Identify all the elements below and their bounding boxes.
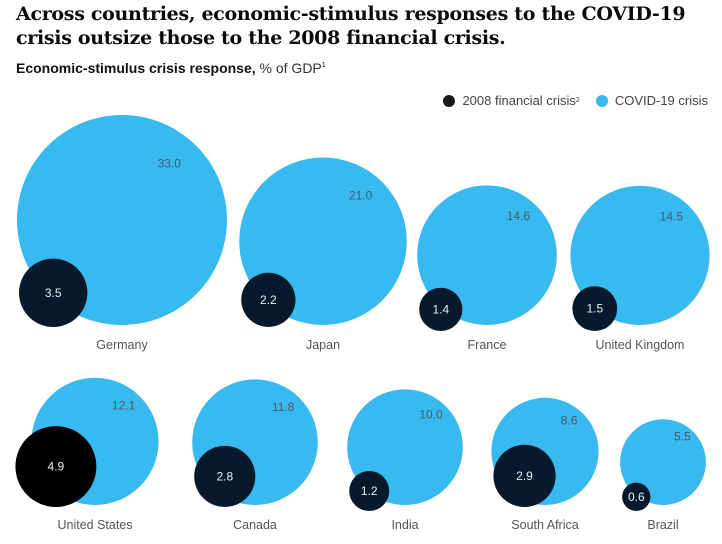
country-label-germany: Germany bbox=[96, 338, 148, 352]
crisis-2008-value-label-south-africa: 2.9 bbox=[516, 469, 533, 483]
covid-value-label-germany: 33.0 bbox=[158, 157, 182, 171]
chart-title: Across countries, economic-stimulus resp… bbox=[16, 3, 686, 49]
crisis-2008-bubble-south-africa bbox=[493, 444, 556, 507]
crisis-2008-value-label-united-kingdom: 1.5 bbox=[586, 302, 603, 316]
country-label-india: India bbox=[391, 518, 418, 532]
crisis-2008-bubble-france bbox=[419, 287, 463, 331]
covid-value-label-france: 14.6 bbox=[507, 209, 531, 223]
crisis-2008-value-label-france: 1.4 bbox=[432, 302, 449, 316]
crisis-2008-bubble-germany bbox=[19, 258, 88, 328]
legend-dot-covid-icon bbox=[595, 94, 608, 107]
crisis-2008-value-label-canada: 2.8 bbox=[216, 469, 233, 483]
country-label-japan: Japan bbox=[306, 338, 340, 352]
subtitle-footnote: 1 bbox=[321, 62, 326, 69]
legend-footnote-2008: 2 bbox=[575, 97, 580, 104]
crisis-2008-value-label-united-states: 4.9 bbox=[48, 460, 65, 474]
crisis-2008-value-label-japan: 2.2 bbox=[260, 293, 277, 307]
subtitle-unit: % of GDP bbox=[259, 60, 322, 76]
legend-dot-2008-icon bbox=[443, 94, 456, 107]
crisis-2008-value-label-brazil: 0.6 bbox=[628, 490, 645, 504]
country-label-canada: Canada bbox=[233, 518, 277, 532]
covid-value-label-brazil: 5.5 bbox=[674, 430, 691, 444]
covid-value-label-united-states: 12.1 bbox=[112, 399, 136, 413]
country-label-france: France bbox=[468, 338, 507, 352]
legend: 2008 financial crisis 2 COVID-19 crisis bbox=[427, 93, 708, 108]
crisis-2008-bubble-united-states bbox=[15, 426, 97, 507]
covid-value-label-india: 10.0 bbox=[419, 407, 443, 421]
country-label-brazil: Brazil bbox=[647, 518, 678, 532]
subtitle-bold: Economic-stimulus crisis response, bbox=[16, 60, 256, 76]
country-label-united-kingdom: United Kingdom bbox=[596, 338, 685, 352]
legend-item-covid: COVID-19 crisis bbox=[595, 93, 708, 108]
covid-value-label-united-kingdom: 14.5 bbox=[660, 210, 684, 224]
crisis-2008-value-label-germany: 3.5 bbox=[45, 286, 62, 300]
country-label-united-states: United States bbox=[57, 518, 132, 532]
legend-label-2008: 2008 financial crisis bbox=[462, 93, 576, 108]
country-label-south-africa: South Africa bbox=[511, 518, 578, 532]
chart-subtitle: Economic-stimulus crisis response, % of … bbox=[16, 60, 326, 76]
legend-item-2008: 2008 financial crisis 2 bbox=[443, 93, 580, 108]
crisis-2008-value-label-india: 1.2 bbox=[361, 484, 378, 498]
covid-bubble-brazil bbox=[620, 419, 706, 506]
covid-bubble-france bbox=[417, 185, 557, 325]
covid-value-label-south-africa: 8.6 bbox=[561, 414, 578, 428]
legend-label-covid: COVID-19 crisis bbox=[614, 93, 708, 108]
covid-value-label-canada: 11.8 bbox=[272, 400, 295, 414]
crisis-2008-bubble-india bbox=[349, 470, 390, 512]
crisis-2008-bubble-japan bbox=[241, 272, 296, 328]
crisis-2008-bubble-canada bbox=[194, 445, 256, 507]
crisis-2008-bubble-united-kingdom bbox=[572, 286, 618, 331]
covid-value-label-japan: 21.0 bbox=[349, 188, 373, 202]
crisis-2008-bubble-brazil bbox=[622, 482, 651, 511]
